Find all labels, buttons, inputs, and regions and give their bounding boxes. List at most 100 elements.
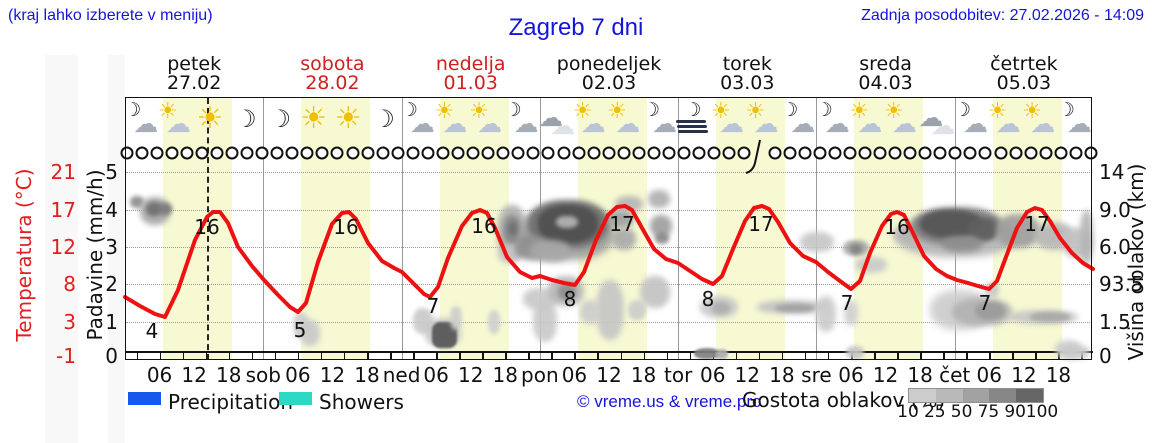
cloud-density-blob [1080,210,1093,265]
temp-tick-label: 12 [50,235,76,259]
x-axis-hour-label: 06 [976,363,1003,387]
x-axis-day-abbr: čet [939,363,971,387]
cloud-density-blob [968,218,998,240]
cloud-density-blob [712,302,730,314]
sun-sm-glyph: ☀ [849,99,870,124]
page-title: Zagreb 7 dni [508,14,644,41]
calm-wind-symbol [873,146,887,160]
calm-wind-symbol [466,146,480,160]
density-scale-tick-label: 90 [1004,402,1027,422]
cloud-density-blob [558,284,576,300]
weather-icon-moon-cloud: ☽ ☁ [813,101,855,141]
moon-sm-glyph: ☽ [954,99,972,121]
calm-wind-symbol [180,146,194,160]
sun-sm-glyph: ☀ [434,99,455,124]
sun-sm-glyph: ☀ [157,99,178,124]
cloud-height-tick-label: 1.5 [1099,310,1131,334]
calm-wind-symbol [843,146,857,160]
cloud-density-blob [612,228,636,250]
cloud-density-blob [580,300,600,324]
moon-sm-glyph: ☽ [781,99,799,121]
calm-wind-symbol [120,146,133,160]
location-menu-hint[interactable]: (kraj lahko izberete v meniju) [8,7,213,24]
temperature-point-label: 8 [701,287,715,311]
calm-wind-symbol [888,146,902,160]
copyright-link[interactable]: © vreme.us & vreme.pro [577,392,762,411]
temperature-point-label: 16 [884,215,910,239]
horizontal-gridline [126,172,1092,173]
calm-wind-symbol [798,146,812,160]
x-axis-hour-label: 12 [872,363,899,387]
x-axis-tick [390,351,392,359]
cloud-density-blob [985,282,999,298]
cloud-glyph: ☁ [442,109,468,138]
day-name: četrtek [990,53,1058,75]
x-axis-hour-label: 12 [734,363,761,387]
temp-tick-label: 3 [63,310,76,334]
cloud-density-blob [533,300,557,342]
x-axis-tick [1012,351,1014,359]
calm-wind-symbol [813,146,827,160]
x-axis-tick [827,351,830,359]
day-date: 04.03 [858,72,913,94]
x-axis-hour-label: 12 [596,363,622,387]
calm-wind-symbol [315,146,329,160]
calm-wind-symbol [707,146,721,160]
calm-wind-symbol [240,146,254,160]
day-date: 28.02 [305,72,360,94]
calm-wind-symbol [1084,146,1098,160]
density-scale-tick-label: 10 [897,402,919,422]
cloud-glyph: ☁ [824,109,850,138]
sun-glyph: ☀ [196,101,224,136]
weather-icon-moon-cloud: ☽ ☁ [121,101,163,141]
fog-line [677,125,708,128]
cloud-density-blob [650,215,672,237]
day-name: ponedeljek [556,53,662,75]
calm-wind-symbol [662,146,676,160]
cloud-glyph: ☁ [409,109,435,138]
showers-legend-label: Showers [319,390,404,414]
calm-wind-symbol [270,146,284,160]
x-axis-hour-label: 12 [457,363,484,387]
x-axis-tick [367,351,369,359]
cloud-density-blob [450,306,462,330]
calm-wind-symbol [511,146,525,160]
cloud-density-gradient-bar [908,388,1044,403]
day-header-sreda: sreda 04.03 [821,55,951,93]
calm-wind-symbol [255,146,269,160]
weather-icon-sun-cloud: ☀ ☁ [1020,101,1062,141]
cloud-height-tick-label: 0 [1099,344,1112,368]
x-axis-hour-label: 12 [1011,363,1037,387]
temp-tick-label: -1 [56,344,76,368]
x-axis-hour-label: 06 [423,363,449,387]
sun-sm-glyph: ☀ [607,99,628,124]
weather-icon-sun-cloud: ☀ ☁ [882,101,924,141]
day-boundary-gridline [401,98,403,360]
weather-icon-moon-cloud: ☽ ☁ [640,101,682,141]
temp-tick-label: 21 [50,160,76,184]
day-name: nedelja [435,53,506,75]
moon-sm-glyph: ☽ [124,99,142,121]
x-axis-day-abbr: sob [245,363,281,387]
x-axis-tick [1035,351,1037,359]
cloud-density-blob [628,300,646,320]
current-time-line [207,98,209,360]
cloud-height-tick-label: 93.5 [1099,272,1144,296]
x-axis-tick [804,351,807,359]
x-axis-tick [436,351,438,359]
calm-wind-symbol [632,146,646,160]
cloud-density-blob [300,320,320,346]
x-axis-tick [159,351,162,359]
day-date: 27.02 [166,72,222,94]
calm-wind-symbol [783,146,797,160]
calm-wind-symbol [361,146,375,160]
x-axis-tick [758,351,761,359]
left-margin-strip-1 [45,55,78,443]
day-name: sreda [859,53,912,75]
day-date: 03.03 [720,72,775,94]
cloud-glyph: ☁ [1066,109,1092,138]
cloud-front-glyph: ☁ [550,111,576,140]
cloud-glyph: ☁ [995,109,1021,138]
moon-sm-glyph: ☽ [815,99,833,121]
weather-icon-sun-cloud: ☀ ☁ [432,101,474,141]
